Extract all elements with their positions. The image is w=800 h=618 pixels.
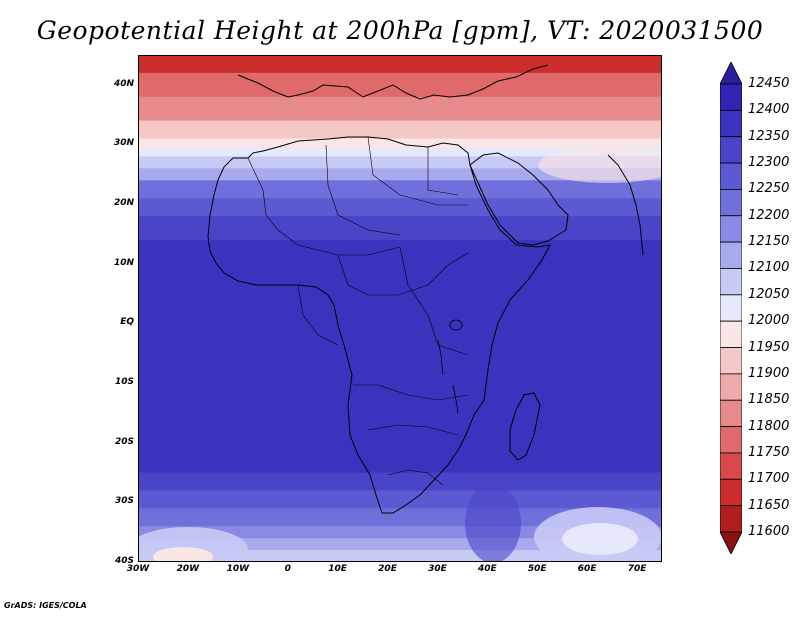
grads-credit: GrADS: IGES/COLA (4, 601, 87, 610)
warm-blob-south-indian-core (562, 523, 638, 555)
colorbar-swatch-9 (720, 294, 742, 322)
lat-tick-40N: 40N (113, 78, 134, 89)
band-26 (138, 168, 662, 181)
lon-tick-50E: 50E (527, 564, 547, 574)
band-10 (138, 263, 662, 444)
colorbar-swatch-5 (720, 189, 742, 217)
band-45 (138, 55, 662, 74)
madagascar (509, 392, 541, 461)
colorbar-label-11750: 11750 (748, 444, 790, 460)
colorbar-label-12000: 12000 (748, 313, 790, 329)
lon-tick-60E: 60E (577, 564, 597, 574)
lake-malawi (452, 384, 459, 414)
band-14 (138, 239, 662, 265)
arabian-peninsula (469, 152, 569, 246)
colorbar-swatch-6 (720, 215, 742, 243)
colorbar (720, 62, 742, 554)
band-28 (138, 156, 662, 169)
colorbar-swatch-13 (720, 399, 742, 427)
band-18 (138, 216, 662, 241)
map-frame (138, 55, 662, 562)
band--28 (138, 490, 662, 509)
lat-tick-40S: 40S (114, 556, 134, 566)
colorbar-label-12050: 12050 (748, 286, 790, 302)
lon-tick-70E: 70E (627, 564, 647, 574)
lake-victoria (449, 319, 463, 331)
colorbar-swatch-15 (720, 452, 742, 480)
colorbar-label-12250: 12250 (748, 181, 790, 197)
lat-tick-30N: 30N (113, 138, 134, 149)
lon-tick-0: 0 (284, 564, 291, 574)
lon-tick-30W: 30W (126, 564, 150, 574)
colorbar-label-12300: 12300 (748, 155, 790, 171)
lakes (437, 319, 463, 414)
regional-blobs (138, 147, 662, 562)
band--36 (138, 538, 662, 551)
lat-tick-10N: 10N (113, 257, 134, 268)
map-title: Geopotential Height at 200hPa [gpm], VT:… (36, 16, 764, 45)
colorbar-swatch-12 (720, 373, 742, 401)
lat-tick-20N: 20N (113, 198, 134, 209)
colorbar-label-11700: 11700 (748, 471, 790, 487)
europe-coast (237, 64, 549, 100)
colorbar-swatch-17 (720, 505, 742, 533)
lat-tick-10S: 10S (114, 377, 134, 388)
band--25 (138, 472, 662, 491)
colorbar-swatch-10 (720, 320, 742, 348)
band--20 (138, 442, 662, 456)
colorbar-swatch-3 (720, 136, 742, 164)
band-24 (138, 180, 662, 199)
colorbar-swatch-2 (720, 109, 742, 138)
lon-tick-30E: 30E (428, 564, 447, 574)
colorbar-label-12350: 12350 (748, 128, 790, 144)
colorbar-label-12450: 12450 (748, 76, 790, 91)
colorbar-swatch-7 (720, 241, 742, 269)
lat-tick-30S: 30S (114, 496, 134, 507)
lon-tick-20E: 20E (378, 564, 397, 574)
colorbar-swatch-16 (720, 478, 742, 507)
band-21 (138, 198, 662, 217)
band-38 (138, 96, 662, 122)
band-29.5 (138, 147, 662, 157)
colorbar-label-12200: 12200 (748, 207, 790, 223)
colorbar-swatch-4 (720, 162, 742, 190)
height-field-map (138, 55, 662, 562)
country-borders (247, 136, 469, 486)
coastlines (207, 64, 644, 514)
lake-tanganyika (437, 339, 444, 376)
lon-tick-40E: 40E (477, 564, 497, 574)
contour-fill-bands (138, 55, 662, 562)
colorbar-swatch-8 (720, 268, 742, 296)
colorbar-top-arrow (720, 62, 742, 85)
band--31 (138, 508, 662, 527)
lon-tick-10E: 10E (328, 564, 347, 574)
ridge-north-indian (538, 147, 662, 183)
colorbar-label-11950: 11950 (748, 339, 790, 355)
colorbar-swatch-11 (720, 347, 742, 375)
colorbar-swatch-1 (720, 83, 742, 111)
colorbar-label-11850: 11850 (748, 392, 790, 408)
lon-tick-20W: 20W (176, 564, 200, 574)
band--38 (138, 550, 662, 562)
colorbar-label-11900: 11900 (748, 365, 790, 381)
africa-coastline (207, 136, 551, 514)
colorbar-label-11600: 11600 (748, 524, 790, 539)
colorbar-label-12100: 12100 (748, 260, 790, 276)
lat-tick-20S: 20S (114, 436, 134, 447)
band-42 (138, 72, 662, 98)
colorbar-label-11650: 11650 (748, 497, 790, 513)
colorbar-bottom-arrow (720, 531, 742, 554)
lat-tick-EQ: EQ (120, 317, 134, 328)
band--22 (138, 454, 662, 474)
colorbar-label-11800: 11800 (748, 418, 790, 434)
band--34 (138, 526, 662, 539)
trough-south-indian (465, 483, 521, 562)
lon-tick-10W: 10W (226, 564, 250, 574)
colorbar-label-12150: 12150 (748, 234, 790, 250)
warm-blob-south-atlantic-core (153, 547, 213, 562)
india-coast (607, 154, 644, 256)
colorbar-swatch-14 (720, 426, 742, 454)
colorbar-label-12400: 12400 (748, 102, 790, 118)
band-34 (138, 120, 662, 140)
